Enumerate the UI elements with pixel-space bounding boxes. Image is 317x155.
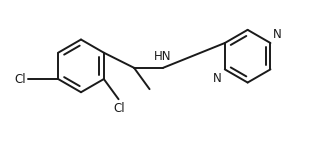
Text: HN: HN [153, 50, 171, 63]
Text: N: N [213, 72, 222, 85]
Text: Cl: Cl [113, 102, 125, 115]
Text: Cl: Cl [15, 73, 26, 86]
Text: N: N [273, 28, 282, 41]
